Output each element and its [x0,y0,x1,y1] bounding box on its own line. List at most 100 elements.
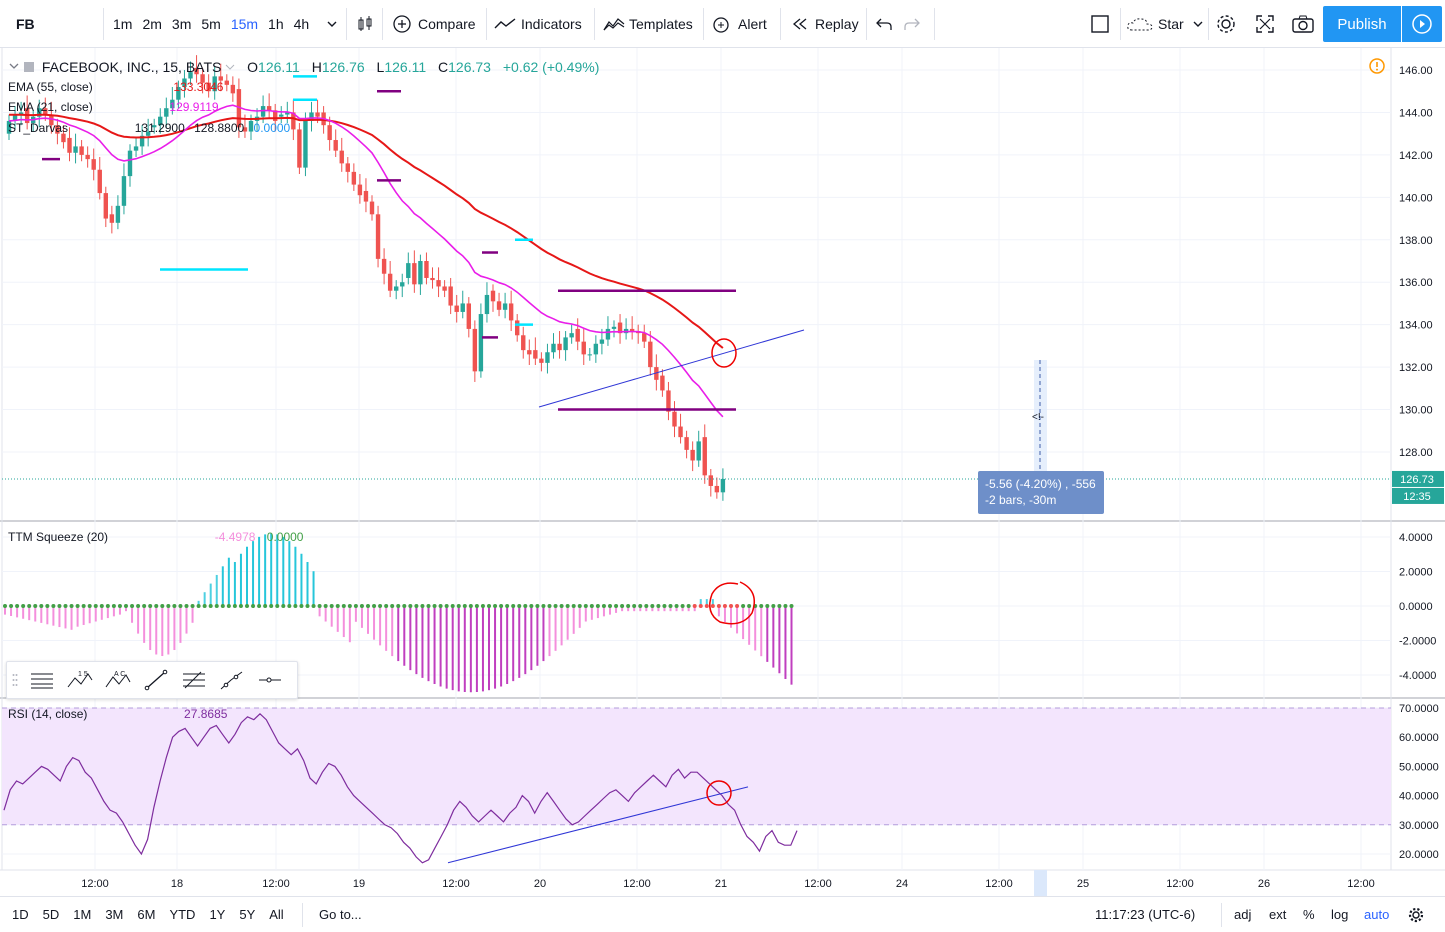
rsi-axis-tick: 40.0000 [1399,791,1439,803]
range-3m[interactable]: 3M [105,907,124,922]
range-1m[interactable]: 1M [73,907,92,922]
range-1y[interactable]: 1Y [209,907,226,922]
pitchfork-tool-icon[interactable] [213,662,251,698]
candle-body [702,437,707,476]
replay-label: Replay [815,15,859,32]
candle-body [55,125,60,134]
ttm-dot [614,604,619,608]
ttm-label[interactable]: TTM Squeeze (20) [8,530,109,544]
time-axis-tick: 12:00 [985,878,1013,890]
range-5y[interactable]: 5Y [239,907,256,922]
timeframe-1h[interactable]: 1h [268,15,284,32]
rsi-label[interactable]: RSI (14, close) [8,707,88,721]
horizontal-lines-tool-icon[interactable] [23,662,61,698]
redo-icon [904,18,920,30]
darvas-label[interactable]: ST_Darvas [8,121,69,135]
publish-menu-button[interactable] [1402,6,1442,42]
annotation-circle [706,780,732,806]
ttm-dot [710,604,715,608]
fullscreen-button[interactable] [1255,0,1275,47]
xabcd-pattern-icon[interactable]: 1 5 [61,662,99,698]
ttm-axis-tick: 4.0000 [1399,532,1433,544]
ttm-dot [704,604,709,608]
candle-body [158,116,163,126]
ttm-dot [142,604,147,608]
candle-body [127,150,133,177]
redo-button[interactable] [904,0,920,47]
ttm-dot [15,604,20,608]
timeframe-1m[interactable]: 1m [113,15,133,32]
range-6m[interactable]: 6M [137,907,156,922]
indicators-icon [494,17,516,28]
legend-icons[interactable] [8,60,38,74]
timeframe-3m[interactable]: 3m [171,15,192,32]
abc-pattern-icon[interactable]: A C [99,662,137,698]
ema21-label[interactable]: EMA (21, close) [8,100,93,114]
rsi-axis-tick: 70.0000 [1399,703,1439,715]
ext-toggle[interactable]: ext [1269,897,1286,932]
settings-button[interactable] [1215,0,1237,47]
candle-body [230,84,236,94]
ttm-dot [69,604,74,608]
candle-body [109,214,115,223]
price-axis-tick: 142.00 [1399,150,1433,162]
horizontal-ray-icon[interactable] [251,662,289,698]
range-all[interactable]: All [269,907,284,922]
ttm-dot [765,604,770,608]
ttm-dot [51,604,56,608]
chart-canvas[interactable]: 126.73 12:35 146.00 144.00 142.00 140.00 138.0… [0,48,1445,896]
timeframe-15m[interactable]: 15m [230,15,259,32]
ttm-dot [487,604,491,608]
time-axis-tick: 12:00 [442,878,470,890]
trend-line-tool-icon[interactable] [137,662,175,698]
adj-toggle[interactable]: adj [1234,897,1251,932]
time-axis-tick: 12:00 [262,878,290,890]
ttm-dot [505,604,510,608]
clock-timezone[interactable]: 11:17:23 (UTC-6) [1095,897,1195,932]
timeframe-2m[interactable]: 2m [142,15,162,32]
candle-body [599,339,605,344]
measure-time-highlight [1034,870,1047,896]
layout-button[interactable] [1090,0,1110,47]
log-toggle[interactable]: log [1331,897,1348,932]
timeframe-5m[interactable]: 5m [201,15,221,32]
alert-button[interactable]: Alert [711,0,767,47]
ema55-label[interactable]: EMA (55, close) [8,80,93,94]
replay-button[interactable]: Replay [791,0,859,47]
chart-type-button[interactable] [356,0,374,47]
chart-area[interactable]: 126.73 12:35 146.00 144.00 142.00 140.00 138.0… [0,48,1445,896]
publish-button[interactable]: Publish [1323,6,1401,42]
candle-body [720,478,726,493]
auto-toggle[interactable]: auto [1364,897,1389,932]
goto-button[interactable]: Go to... [319,897,362,932]
percent-toggle[interactable]: % [1303,897,1315,932]
compare-button[interactable]: Compare [392,0,476,47]
ttm-dot [620,604,625,608]
change-value: +0.62 (+0.49%) [502,59,600,75]
undo-button[interactable] [876,0,892,47]
chevron-down-icon[interactable] [225,62,235,72]
templates-button[interactable]: Templates [603,0,693,47]
watchlist-star-button[interactable]: Star [1126,0,1204,47]
ttm-dot [523,604,528,608]
divider [382,8,383,40]
snapshot-button[interactable] [1292,0,1314,47]
timeframe-4h[interactable]: 4h [293,15,310,32]
candle-body [248,120,254,132]
indicators-button[interactable]: Indicators [494,0,582,47]
range-ytd[interactable]: YTD [169,907,196,922]
range-5d[interactable]: 5D [42,907,60,922]
symbol-search[interactable]: FB [16,0,35,47]
candle-body [654,367,659,380]
timeframe-dropdown[interactable] [326,0,338,47]
range-1d[interactable]: 1D [12,907,29,922]
drag-handle-icon[interactable] [7,662,23,698]
countdown-badge [1392,487,1444,504]
ttm-dot [3,604,7,608]
candle-body [593,343,599,355]
ttm-dot [160,604,165,608]
star-label: Star [1158,15,1184,32]
data-warning-icon[interactable] [1368,57,1386,80]
scale-settings-button[interactable] [1408,897,1424,932]
fib-retracement-icon[interactable] [175,662,213,698]
